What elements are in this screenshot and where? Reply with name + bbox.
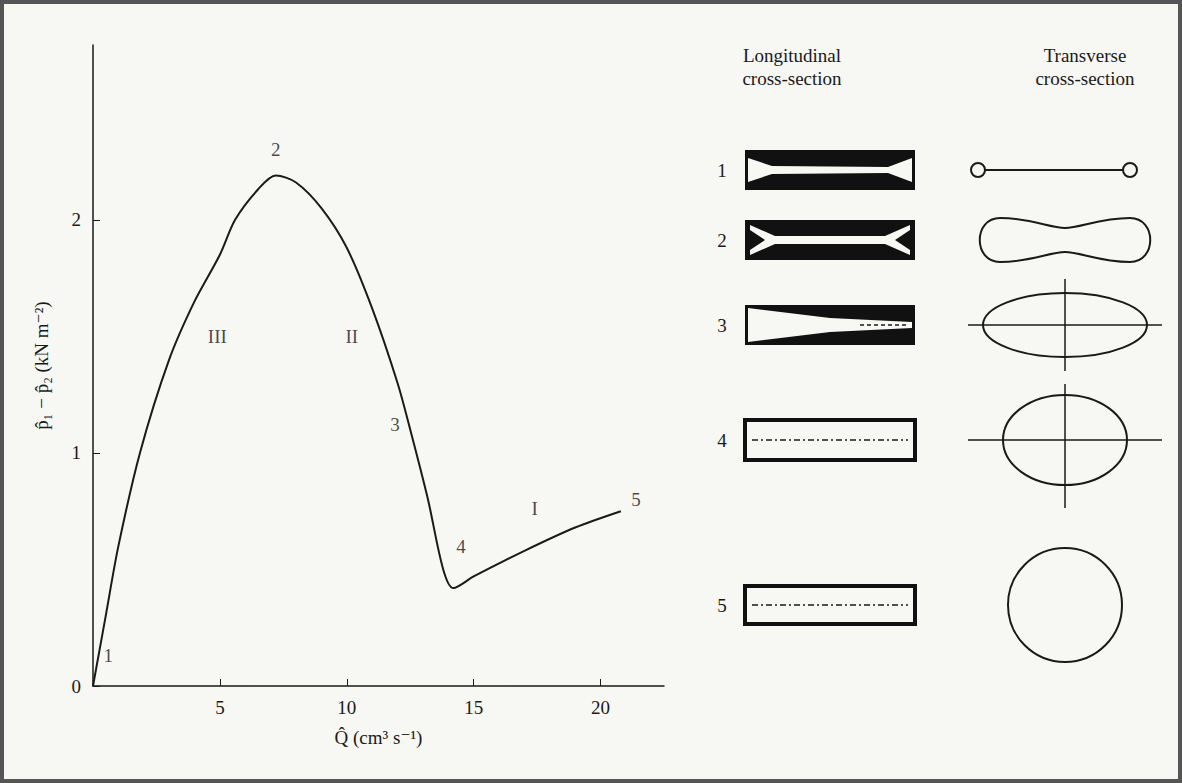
svg-text:5: 5 [717,595,727,616]
svg-text:1: 1 [103,645,113,666]
svg-text:5: 5 [215,697,225,718]
svg-text:2: 2 [271,139,281,160]
svg-text:4: 4 [717,430,727,451]
svg-text:1: 1 [72,442,82,463]
svg-text:1: 1 [717,160,727,181]
svg-text:20: 20 [591,697,610,718]
svg-text:2: 2 [72,209,82,230]
svg-text:Longitudinalcross-section: Longitudinalcross-section [742,45,842,89]
svg-text:p̂₁ − p̂₂ (kN m⁻²): p̂₁ − p̂₂ (kN m⁻²) [31,301,53,429]
svg-text:5: 5 [631,489,641,510]
svg-text:4: 4 [456,536,466,557]
svg-text:3: 3 [390,414,400,435]
svg-text:2: 2 [717,230,727,251]
svg-text:I: I [531,498,537,519]
svg-text:10: 10 [337,697,356,718]
svg-text:III: III [208,326,227,347]
svg-text:15: 15 [464,697,483,718]
svg-text:3: 3 [717,315,727,336]
svg-text:0: 0 [72,676,82,697]
svg-text:Q̂ (cm³ s⁻¹): Q̂ (cm³ s⁻¹) [335,727,423,749]
svg-text:Transversecross-section: Transversecross-section [1035,45,1135,89]
svg-text:II: II [346,326,359,347]
